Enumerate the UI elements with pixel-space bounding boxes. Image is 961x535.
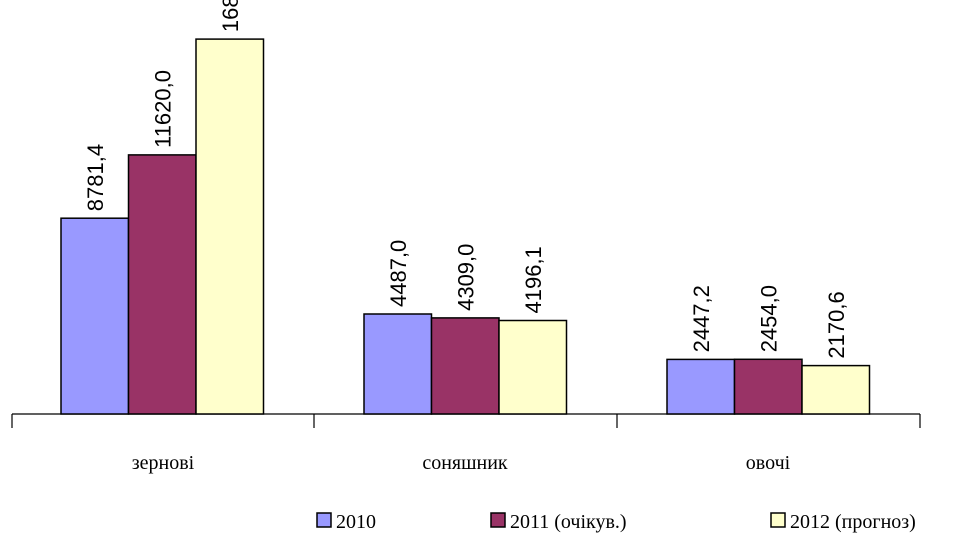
bar (195, 38, 265, 415)
legend-swatch (316, 512, 332, 528)
bar (801, 364, 871, 415)
bar (733, 358, 803, 415)
legend: 2010 2011 (очікув.) 2012 (прогноз) (316, 511, 916, 533)
bar (127, 154, 197, 415)
bar (430, 317, 500, 415)
category-label: зернові (132, 452, 195, 474)
legend-label: 2012 (прогноз) (790, 511, 916, 533)
legend-label: 2010 (336, 511, 376, 533)
category-labels-group: зернові соняшник овочі (132, 452, 791, 474)
bar-value-label: 4309,0 (453, 244, 478, 311)
x-axis (11, 413, 921, 428)
legend-swatch (770, 512, 786, 528)
category-label: соняшник (422, 452, 508, 474)
bar (363, 313, 433, 415)
bar (498, 319, 568, 415)
value-labels-group: 8781,4 11620,0 16816,0 4487,0 4309,0 4196,1 24… (83, 0, 849, 359)
legend-item-2010: 2010 (316, 511, 376, 533)
bar-value-label: 2447,2 (689, 285, 714, 352)
legend-label: 2011 (очікув.) (510, 511, 627, 533)
bar-value-label: 16816,0 (218, 0, 243, 32)
legend-swatch (490, 512, 506, 528)
bar-value-label: 8781,4 (83, 144, 108, 211)
bar-value-label: 11620,0 (150, 70, 175, 148)
bar (60, 217, 130, 415)
legend-item-2012: 2012 (прогноз) (770, 511, 916, 533)
bar-value-label: 4487,0 (386, 240, 411, 307)
bars-group (60, 38, 871, 415)
bar-value-label: 4196,1 (521, 246, 546, 313)
category-label: овочі (746, 452, 791, 474)
legend-item-2011: 2011 (очікув.) (490, 511, 627, 533)
bar (666, 358, 736, 415)
bar-value-label: 2170,6 (824, 291, 849, 358)
bar-value-label: 2454,0 (756, 285, 781, 352)
